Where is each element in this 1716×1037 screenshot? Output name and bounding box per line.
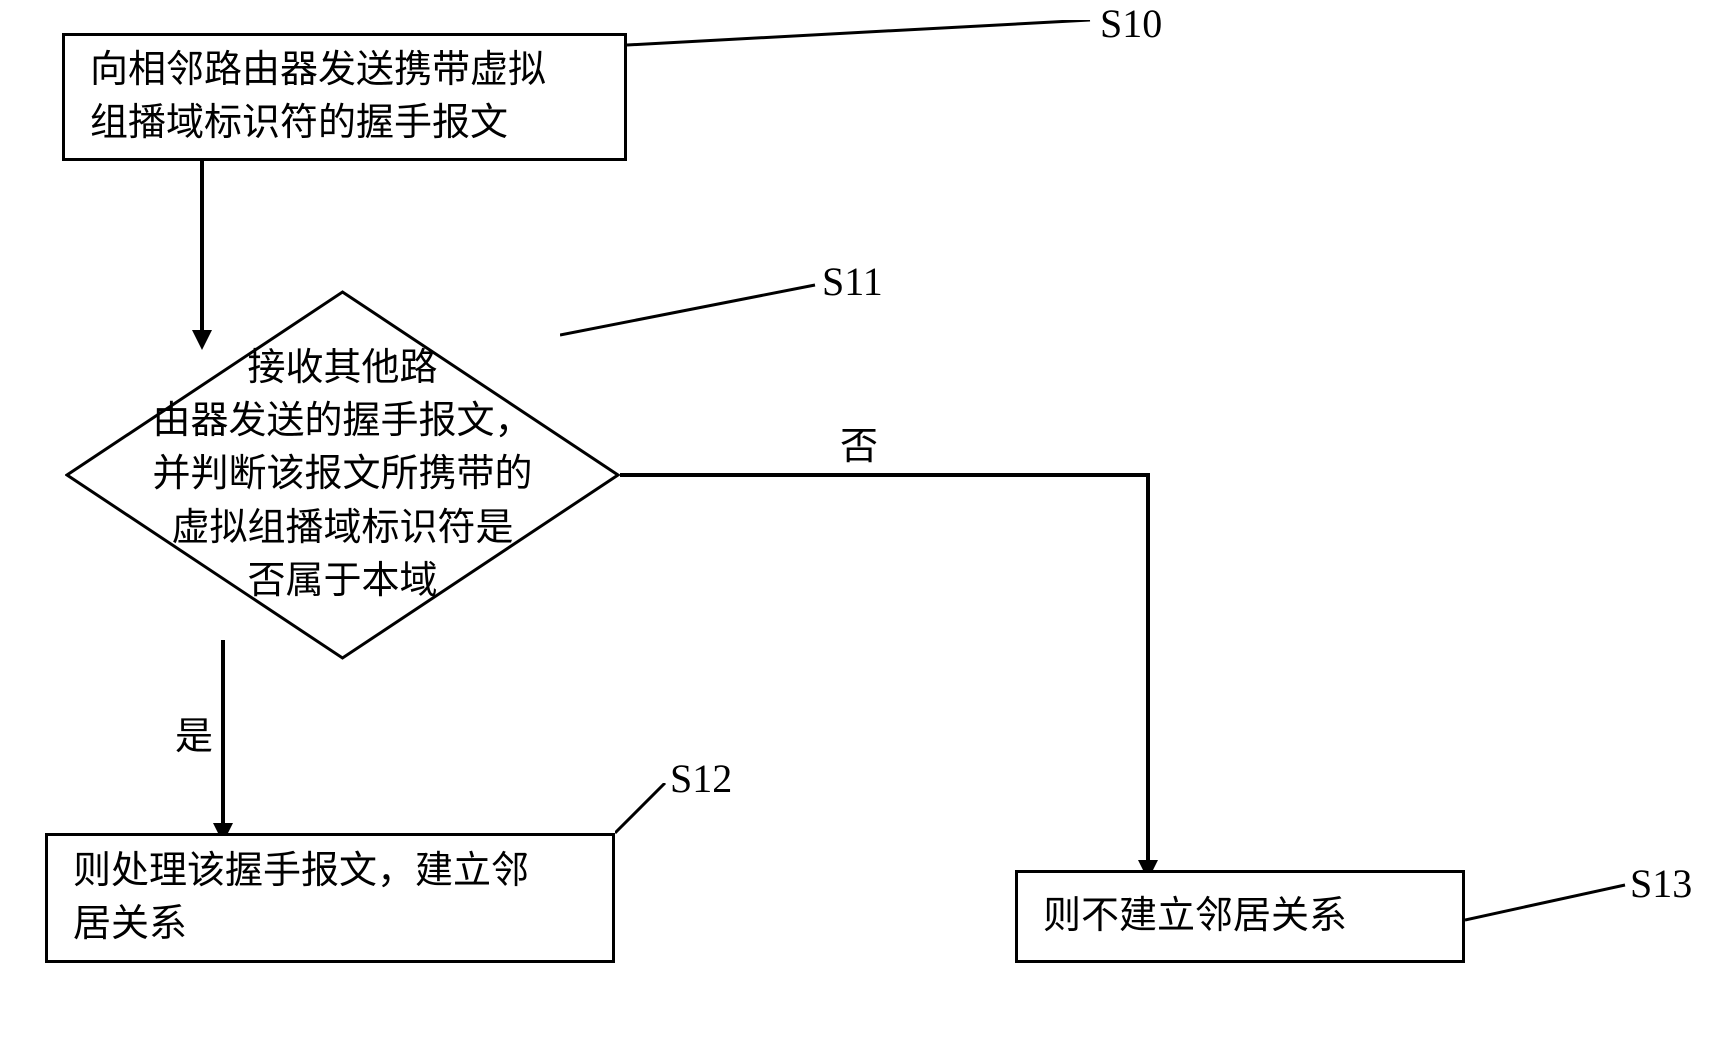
branch-label-no: 否 <box>840 415 878 470</box>
label-s13: S13 <box>1630 860 1692 907</box>
s13-text: 则不建立邻居关系 <box>1043 890 1347 943</box>
label-line-s11 <box>560 280 820 340</box>
label-line-s10 <box>627 20 1097 70</box>
s12-text: 则处理该握手报文，建立邻 居关系 <box>73 845 529 951</box>
label-line-s12 <box>615 783 670 838</box>
flowchart-container: 向相邻路由器发送携带虚拟 组播域标识符的握手报文 S10 接收其他路 由器发送的… <box>0 0 1716 1037</box>
branch-label-yes: 是 <box>175 705 213 760</box>
label-line-s13 <box>1465 880 1630 925</box>
process-box-s13: 则不建立邻居关系 <box>1015 870 1465 963</box>
label-s11: S11 <box>822 258 883 305</box>
s10-text: 向相邻路由器发送携带虚拟 组播域标识符的握手报文 <box>90 44 546 150</box>
s11-text: 接收其他路 由器发送的握手报文， 并判断该报文所携带的 虚拟组播域标识符是 否属… <box>152 342 532 608</box>
process-box-s10: 向相邻路由器发送携带虚拟 组播域标识符的握手报文 <box>62 33 627 161</box>
label-s10: S10 <box>1100 0 1162 47</box>
process-box-s12: 则处理该握手报文，建立邻 居关系 <box>45 833 615 963</box>
arrow-s11-s13-vertical <box>1146 473 1150 868</box>
label-s12: S12 <box>670 755 732 802</box>
arrow-s11-s13-horizontal <box>620 473 1150 477</box>
decision-diamond-s11: 接收其他路 由器发送的握手报文， 并判断该报文所携带的 虚拟组播域标识符是 否属… <box>65 290 620 660</box>
arrow-s11-s12 <box>221 640 225 830</box>
